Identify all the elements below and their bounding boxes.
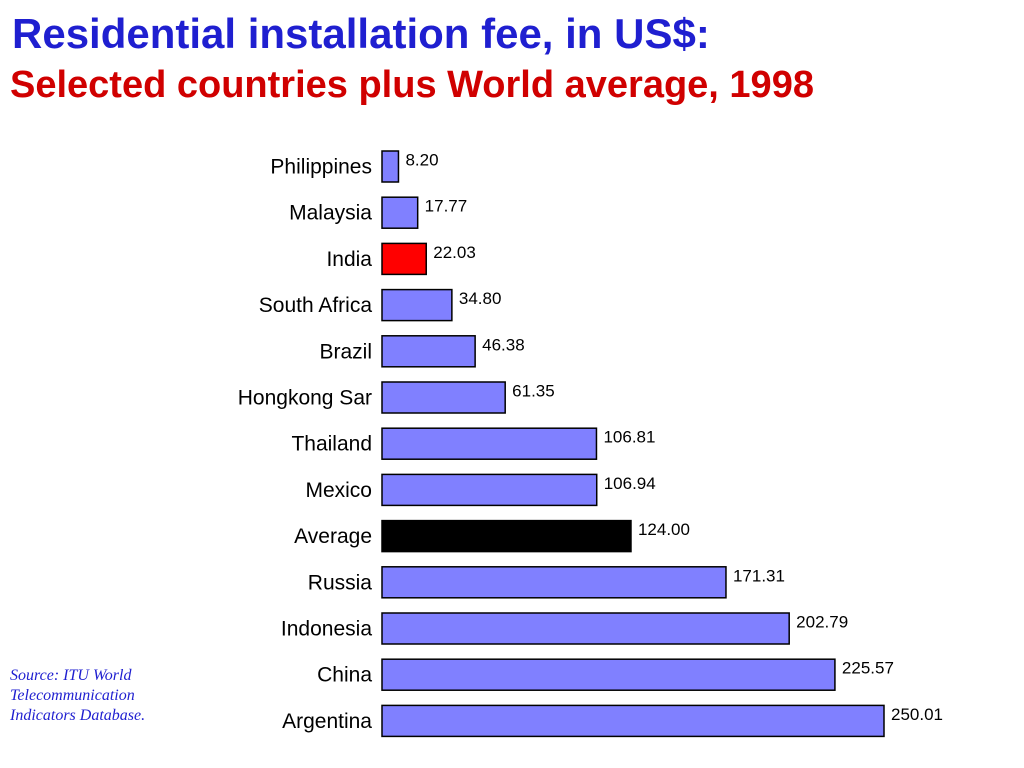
source-line-3: Indicators Database. [10, 707, 146, 724]
bar-brazil [381, 335, 476, 368]
value-label-average: 124.00 [638, 520, 690, 539]
bar-india [381, 242, 427, 276]
value-label-russia: 171.31 [733, 566, 785, 585]
source-note: Source: ITU World Telecommunication Indi… [10, 666, 145, 726]
value-label-mexico: 106.94 [604, 474, 656, 493]
bar-hongkong-sar [381, 381, 506, 414]
bar-russia [381, 566, 727, 599]
category-label-thailand: Thailand [291, 433, 372, 456]
bar-malaysia [381, 196, 419, 229]
source-line-2: Telecommunication [10, 687, 135, 704]
bar-thailand [381, 427, 598, 460]
category-label-argentina: Argentina [282, 710, 372, 733]
value-label-china: 225.57 [842, 659, 894, 678]
value-label-india: 22.03 [433, 243, 476, 262]
value-label-argentina: 250.01 [891, 705, 943, 724]
category-label-indonesia: Indonesia [281, 618, 372, 641]
bar-indonesia [381, 612, 790, 645]
category-label-hongkong-sar: Hongkong Sar [238, 387, 372, 410]
category-label-china: China [317, 664, 372, 687]
bar-mexico [381, 473, 598, 507]
value-label-indonesia: 202.79 [796, 613, 848, 632]
value-label-malaysia: 17.77 [425, 197, 468, 216]
category-label-average: Average [294, 525, 372, 548]
bar-average [381, 519, 632, 553]
category-label-russia: Russia [308, 571, 373, 594]
value-label-south-africa: 34.80 [459, 289, 502, 308]
value-label-thailand: 106.81 [603, 428, 655, 447]
category-label-india: India [326, 248, 372, 271]
value-label-brazil: 46.38 [482, 335, 525, 354]
category-label-malaysia: Malaysia [289, 202, 372, 225]
category-label-philippines: Philippines [270, 156, 372, 179]
value-label-philippines: 8.20 [405, 151, 438, 170]
value-label-hongkong-sar: 61.35 [512, 382, 555, 401]
bar-south-africa [381, 288, 453, 322]
category-label-south-africa: South Africa [259, 294, 373, 317]
bar-argentina [381, 704, 885, 738]
bar-philippines [381, 150, 400, 183]
category-label-mexico: Mexico [305, 479, 372, 502]
chart-subtitle: Selected countries plus World average, 1… [10, 64, 814, 106]
source-line-1: Source: ITU World [10, 667, 132, 684]
category-label-brazil: Brazil [319, 340, 372, 363]
bar-china [381, 658, 836, 691]
chart-title: Residential installation fee, in US$: [12, 10, 710, 57]
